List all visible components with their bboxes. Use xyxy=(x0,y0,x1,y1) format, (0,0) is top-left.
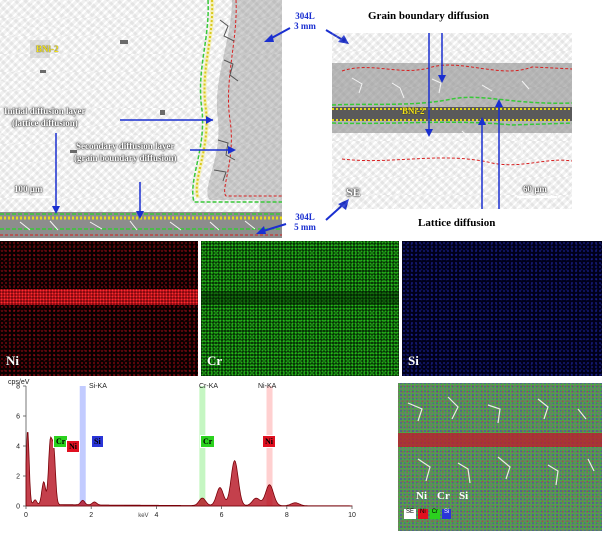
callout-top-line1: 304L xyxy=(295,11,315,21)
marker-band-si-ka xyxy=(79,386,86,506)
sem-right-overlay xyxy=(332,33,572,209)
y-tick-label-0: 0 xyxy=(16,504,20,511)
callout-bottom-line1: 304L xyxy=(295,212,315,222)
spectrum-tick-labels: 0 2 4 6 8 0 2 4 6 8 10 keV xyxy=(16,384,356,520)
scale-bar-right-label: 60 μm xyxy=(523,184,547,194)
callout-top: 304L 3 mm xyxy=(284,11,326,31)
overlay-legend-si: Si xyxy=(459,490,469,502)
y-tick-label-4: 4 xyxy=(16,444,20,451)
ni-map-label: Ni xyxy=(6,353,19,368)
eds-overlay-image: Ni Cr Si SE Ni Cr Si xyxy=(398,383,602,531)
ni-map: Ni xyxy=(0,241,198,376)
peak-name-ni: Ni-KA xyxy=(258,383,277,390)
overlay-legend-cr: Cr xyxy=(437,490,450,502)
peak-name-cr: Cr-KA xyxy=(199,383,219,390)
cr-map: Cr xyxy=(201,241,399,376)
spectrum-svg: 0 2 4 6 8 0 2 4 6 8 10 keV xyxy=(16,384,356,520)
overlay-channel-key: SE Ni Cr Si xyxy=(404,509,452,519)
bni2-label-left: BNi-2 xyxy=(36,44,59,54)
tag-cr-low: Cr xyxy=(53,435,69,448)
x-tick-label-4: 4 xyxy=(154,512,158,519)
spectrum-series-line xyxy=(25,432,353,507)
callout-arrows xyxy=(256,27,349,234)
callout-bottom: 304L 5 mm xyxy=(284,212,326,232)
x-tick-label-8: 8 xyxy=(285,512,289,519)
x-tick-label-6: 6 xyxy=(220,512,224,519)
bni2-label-right: BNi-2 xyxy=(402,106,425,116)
sem-left-overlay xyxy=(0,0,282,238)
spectrum-y-label: cps/eV xyxy=(8,379,30,386)
x-tick-label-2: 2 xyxy=(89,512,93,519)
cr-map-label: Cr xyxy=(207,353,223,368)
tag-ni-ka: Ni xyxy=(262,435,276,448)
initial-diffusion-sublabel: (lattice diffusion) xyxy=(12,118,78,128)
lattice-diffusion-label: Lattice diffusion xyxy=(418,217,496,229)
tag-ni-low: Ni xyxy=(66,440,80,453)
peak-name-si: Si-KA xyxy=(89,383,107,390)
y-tick-label-2: 2 xyxy=(16,474,20,481)
key-si: Si xyxy=(442,509,452,519)
y-tick-label-8: 8 xyxy=(16,384,20,391)
overlay-legend-ni: Ni xyxy=(416,490,427,502)
key-cr: Cr xyxy=(429,509,441,519)
cr-map-band xyxy=(201,291,399,305)
grain-boundary-title: Grain boundary diffusion xyxy=(368,10,490,22)
sem-image-left: BNi-2 Initial diffusion layer (lattice d… xyxy=(0,0,282,238)
x-unit-label: keV xyxy=(138,513,148,519)
si-map: Si xyxy=(402,241,602,376)
si-map-label: Si xyxy=(408,353,419,368)
initial-diffusion-label: Initial diffusion layer xyxy=(4,106,86,116)
tag-cr-ka: Cr xyxy=(200,435,216,448)
y-tick-label-6: 6 xyxy=(16,414,20,421)
key-se: SE xyxy=(404,509,417,519)
se-mode-label: SE xyxy=(346,185,361,199)
eds-spectrum-chart: 0 2 4 6 8 0 2 4 6 8 10 keV cps/eV Si-KA Cr-KA Ni-KA… xyxy=(0,378,360,531)
callout-top-line2: 3 mm xyxy=(294,21,316,31)
scale-bar-left-label: 100 μm xyxy=(14,184,43,194)
secondary-diffusion-sublabel: (grain boundary diffusion) xyxy=(74,153,177,163)
secondary-diffusion-label: Secondary diffusion layer xyxy=(76,141,175,151)
spectrum-marker-bands xyxy=(79,386,273,506)
sem-image-right: BNi-2 SE 60 μm xyxy=(332,33,572,209)
key-ni: Ni xyxy=(418,509,428,519)
overlay-grains xyxy=(398,396,602,486)
x-tick-label-10: 10 xyxy=(348,512,356,519)
tag-si: Si xyxy=(91,435,104,448)
callout-bottom-line2: 5 mm xyxy=(294,222,316,232)
ni-map-band xyxy=(0,289,198,305)
x-tick-label-0: 0 xyxy=(24,512,28,519)
